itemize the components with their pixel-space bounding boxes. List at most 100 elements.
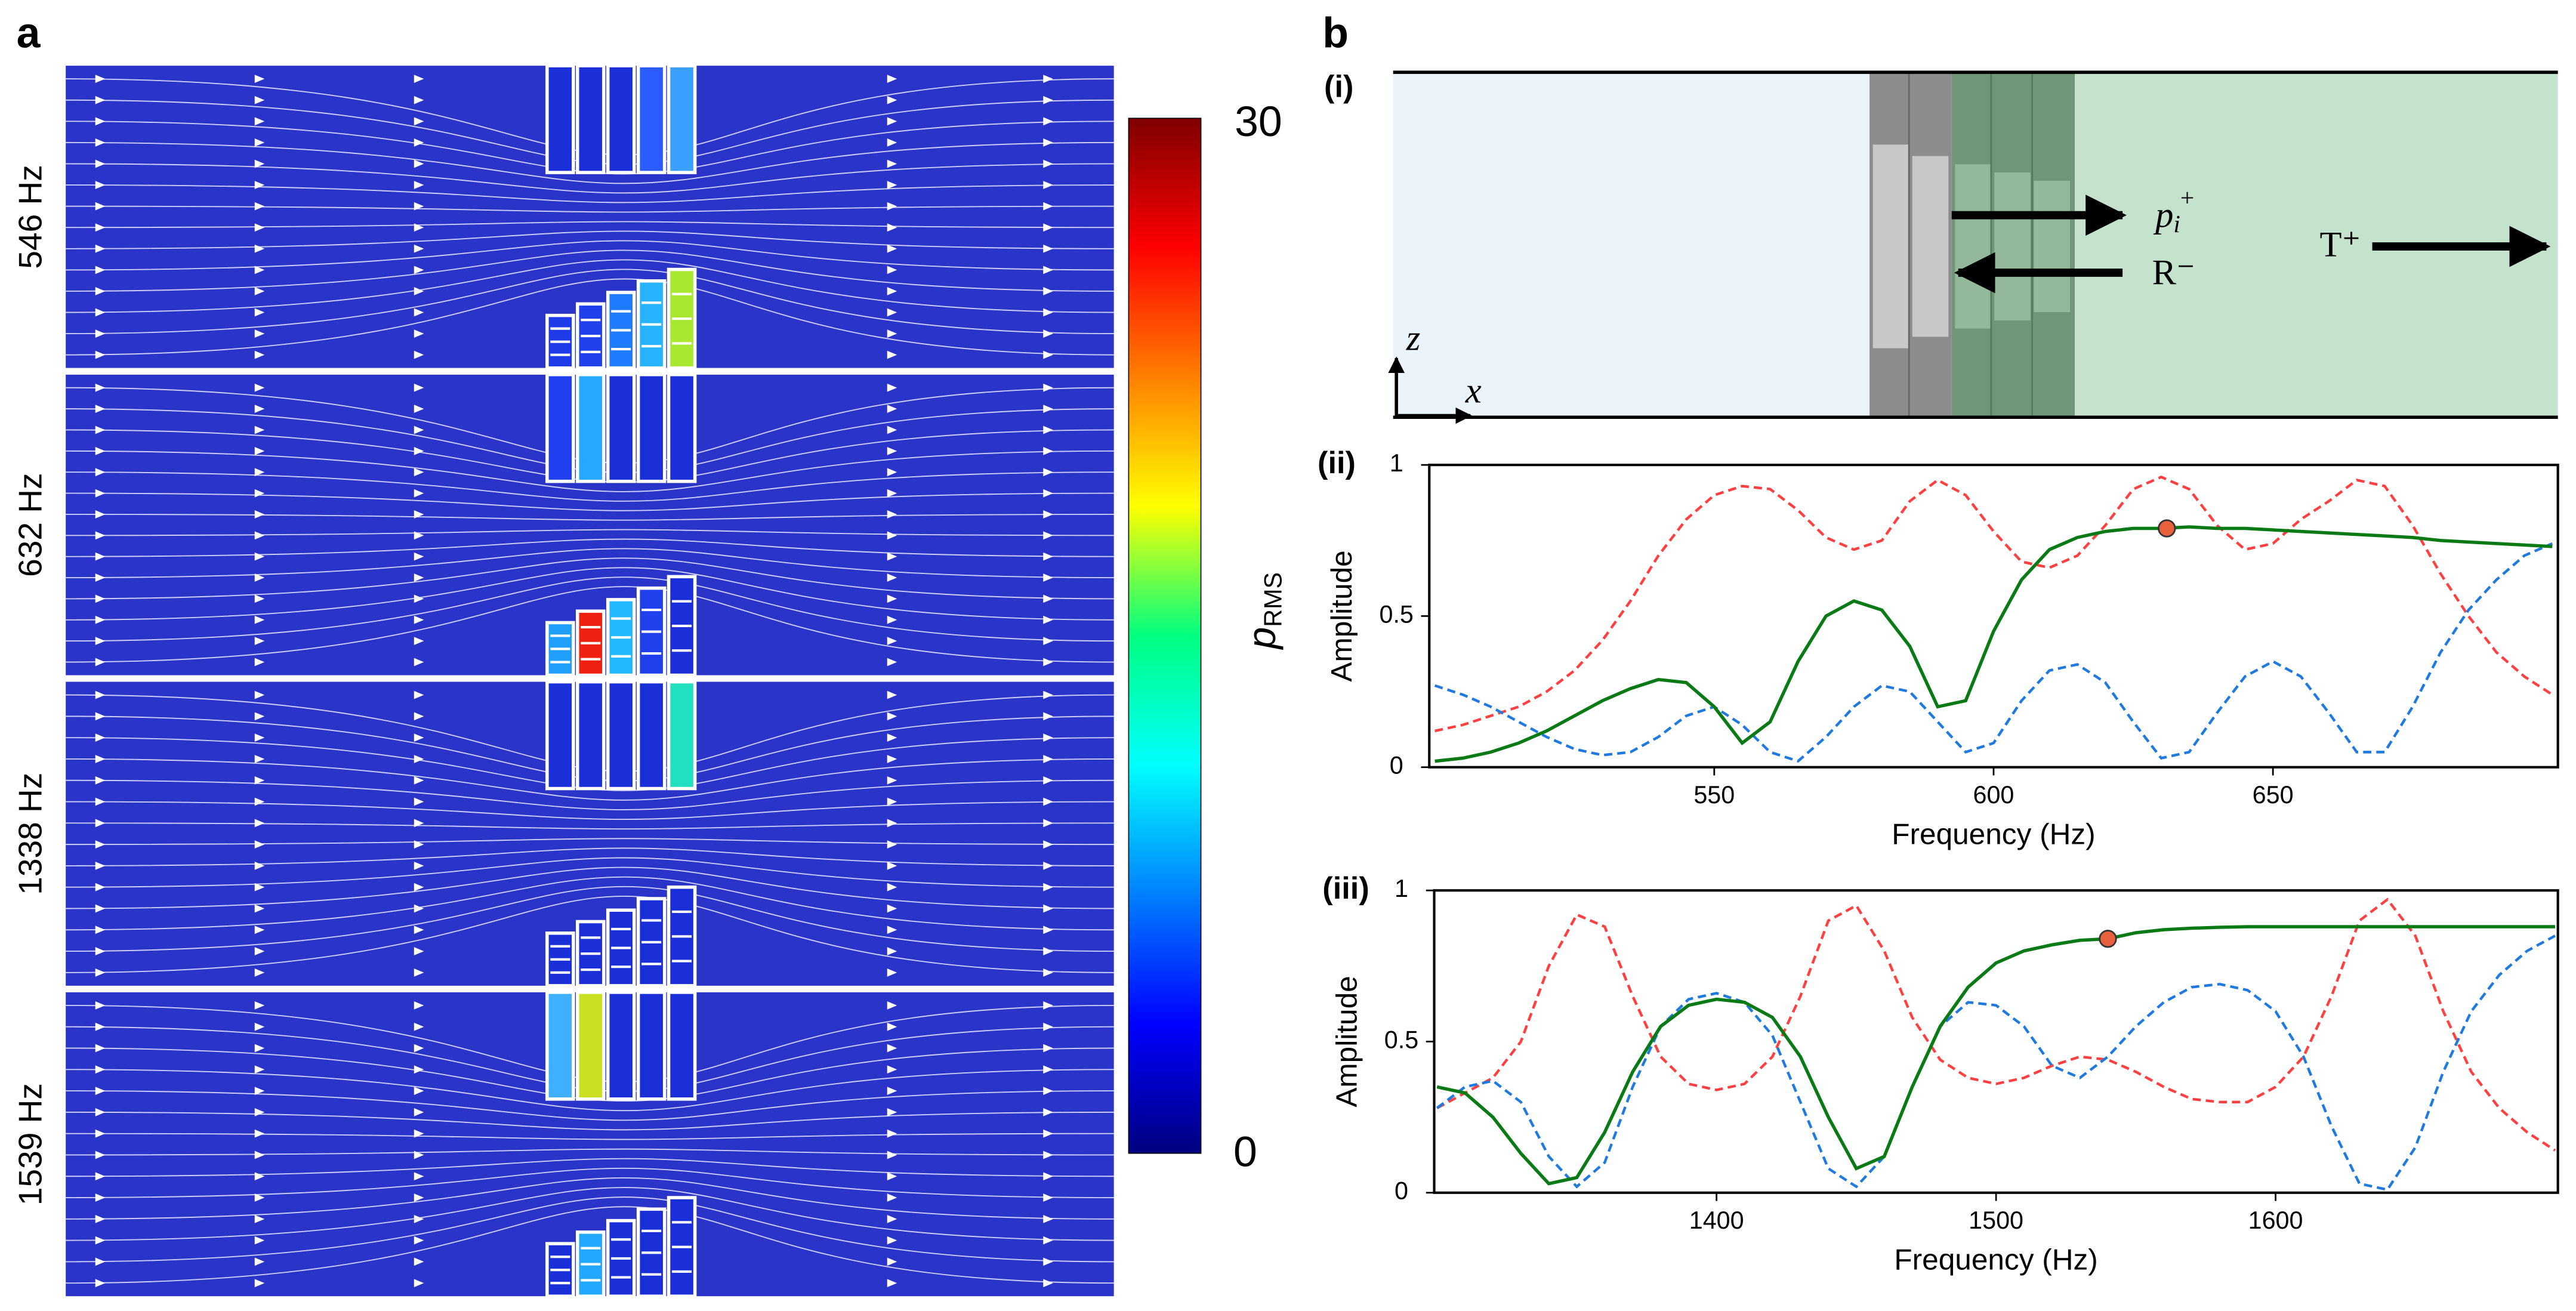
- x-label: x: [1465, 371, 1482, 411]
- x-axis-label: Frequency (Hz): [1894, 1242, 2097, 1276]
- streamline-arrow: [887, 1193, 897, 1202]
- streamline-arrow: [95, 138, 106, 147]
- streamline: [66, 1158, 1114, 1177]
- streamline-arrow: [95, 690, 106, 699]
- streamline-arrow: [254, 1257, 265, 1266]
- streamline-arrow: [254, 510, 265, 519]
- streamline-arrow: [1043, 1065, 1053, 1074]
- streamline-arrow: [95, 862, 106, 870]
- streamline-arrow: [414, 159, 424, 168]
- streamline-arrow: [414, 95, 424, 104]
- streamline-arrow: [1043, 1279, 1053, 1288]
- streamline-arrow: [414, 1022, 424, 1031]
- streamline-arrow: [887, 266, 897, 274]
- streamline: [66, 1133, 1114, 1140]
- streamline-arrow: [95, 840, 106, 849]
- streamline: [66, 1187, 1114, 1241]
- charts: 550 600 650 0 0.5 1 Frequency (Hz) Amplitude (ii…: [1318, 446, 2559, 1276]
- streamline-arrow: [414, 425, 424, 434]
- cell: [1872, 144, 1909, 348]
- streamline-arrow: [254, 552, 265, 561]
- streamline-arrow: [254, 1193, 265, 1202]
- streamline-arrow: [1043, 1193, 1053, 1202]
- resonator-neck: [667, 64, 697, 174]
- streamline-arrow: [254, 266, 265, 274]
- streamline-arrow: [1043, 287, 1053, 295]
- cell: [1994, 172, 2031, 320]
- streamline: [66, 1090, 1114, 1121]
- streamline-arrow: [254, 425, 265, 434]
- streamline-arrow: [414, 637, 424, 646]
- cell: [1912, 156, 1949, 337]
- series-line: [1434, 525, 2553, 763]
- streamline-arrow: [887, 1172, 897, 1181]
- streamline-arrow: [887, 1214, 897, 1223]
- field-map: 546 Hz: [12, 64, 1114, 370]
- cell: [2034, 180, 2070, 313]
- streamline: [66, 141, 1114, 184]
- streamline-arrow: [887, 329, 897, 338]
- subscript: RMS: [1259, 572, 1287, 627]
- streamline-arrow: [887, 968, 897, 977]
- streamline-arrow: [887, 776, 897, 785]
- inlet-region: [1393, 72, 1870, 418]
- streamline-arrow: [414, 244, 424, 253]
- streamline-arrow: [254, 138, 265, 147]
- streamline: [66, 1148, 1114, 1156]
- streamline-arrow: [1043, 223, 1053, 232]
- streamline-arrow: [254, 1044, 265, 1053]
- streamline-arrow: [414, 1065, 424, 1074]
- streamline-arrow: [414, 308, 424, 317]
- x-tick-label: 1500: [1969, 1207, 2023, 1234]
- streamline-arrow: [887, 138, 897, 147]
- streamline-arrow: [1043, 75, 1053, 84]
- streamline-arrow: [95, 1150, 106, 1159]
- colorbar-tick: 0: [1233, 1128, 1257, 1176]
- streamline-arrow: [887, 159, 897, 168]
- streamline-arrow: [887, 926, 897, 934]
- series-line: [1434, 475, 2553, 733]
- streamline: [66, 822, 1114, 830]
- streamline: [66, 548, 1114, 579]
- resonator-neck: [606, 680, 636, 791]
- streamline-arrow: [887, 883, 897, 892]
- streamline-arrow: [887, 1022, 897, 1031]
- streamline-arrow: [414, 862, 424, 870]
- streamline-arrow: [414, 1236, 424, 1245]
- streamline-arrow: [95, 1279, 106, 1288]
- streamline-arrow: [95, 1044, 106, 1053]
- streamline: [66, 886, 1114, 952]
- streamline-arrow: [95, 425, 106, 434]
- streamline-arrow: [887, 117, 897, 126]
- resonator-neck: [636, 680, 667, 791]
- streamline-arrow: [254, 947, 265, 955]
- streamline: [66, 492, 1114, 511]
- streamline-arrow: [1043, 308, 1053, 317]
- streamline: [66, 567, 1114, 621]
- streamline-arrow: [254, 202, 265, 211]
- field-map: 1338 Hz: [12, 680, 1114, 988]
- streamline-arrow: [414, 594, 424, 603]
- streamline: [66, 163, 1114, 194]
- streamline: [66, 278, 1114, 356]
- colorbar-tick: 30: [1235, 98, 1282, 146]
- streamline-arrow: [414, 573, 424, 582]
- streamline-arrow: [414, 329, 424, 338]
- streamline-arrow: [1043, 244, 1053, 253]
- streamline-arrow: [1043, 510, 1053, 519]
- streamline-arrow: [414, 405, 424, 413]
- streamline-arrow: [254, 1022, 265, 1031]
- streamline-arrow: [414, 755, 424, 763]
- streamline-arrow: [95, 776, 106, 785]
- streamline: [66, 895, 1114, 973]
- line-chart: 1400 1500 1600 0 0.5 1 Frequency (Hz) Amplitude…: [1322, 871, 2559, 1276]
- streamline-arrow: [95, 75, 106, 84]
- streamline-arrow: [887, 615, 897, 624]
- streamline-arrow: [1043, 594, 1053, 603]
- streamline-arrow: [414, 223, 424, 232]
- x-axis-label: Frequency (Hz): [1892, 817, 2095, 850]
- series-line: [1436, 934, 2556, 1192]
- streamline-arrow: [887, 552, 897, 561]
